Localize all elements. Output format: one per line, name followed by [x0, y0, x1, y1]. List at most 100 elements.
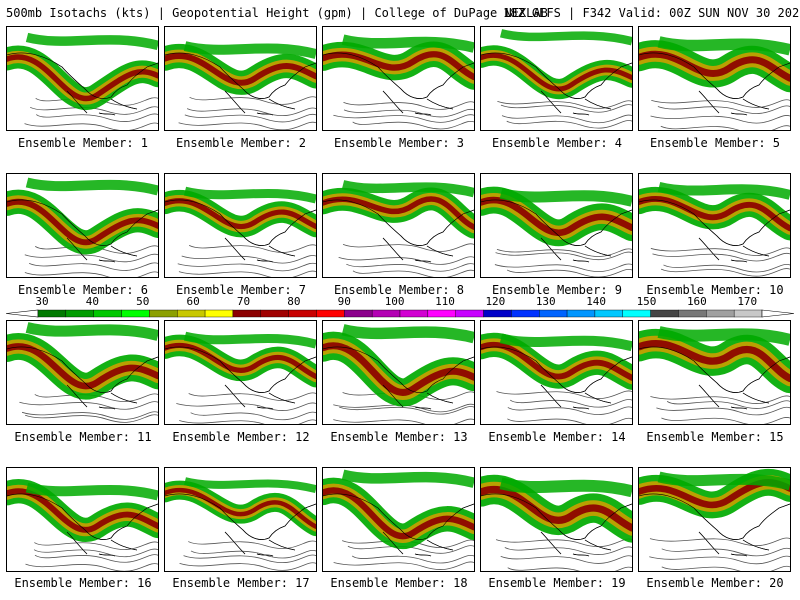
ensemble-map-panel [164, 467, 317, 572]
jet-core [165, 53, 316, 86]
coastline [639, 346, 790, 410]
colorbar-swatch [177, 309, 206, 318]
jet-branch [657, 36, 790, 56]
height-contour [25, 414, 158, 423]
ensemble-map-panel [164, 173, 317, 278]
colorbar-high-arrow [761, 309, 794, 318]
colorbar-tick-label: 80 [287, 295, 301, 308]
height-contour [352, 269, 474, 277]
isotach-map [481, 29, 632, 129]
height-contour [21, 411, 158, 420]
height-contour [179, 562, 316, 571]
jet-branch [183, 331, 316, 349]
colorbar-tick-label: 50 [136, 295, 150, 308]
colorbar-tick-label: 140 [586, 295, 607, 308]
ensemble-map-panel [480, 467, 633, 572]
isotach-map [639, 36, 790, 130]
jet-branch [341, 180, 474, 198]
ensemble-map-panel [164, 26, 317, 131]
jet-branch [499, 477, 632, 498]
height-contour [650, 247, 790, 256]
coastline [481, 199, 632, 263]
coastline [7, 493, 158, 557]
height-contour [178, 121, 316, 130]
height-contour [346, 263, 474, 272]
ensemble-map-panel [6, 26, 159, 131]
height-contour [188, 244, 316, 253]
height-contour [33, 548, 158, 558]
isotach-map [7, 479, 158, 571]
height-contour [500, 104, 632, 113]
jet-core [481, 53, 632, 92]
height-contour [36, 113, 158, 122]
jet-core [639, 339, 790, 383]
isotach-colorbar: 30 40 50 60 70 80 90 100 110 120 130 140 150 160 170 [6, 296, 794, 320]
jet-branch [25, 322, 158, 341]
coastline [323, 52, 474, 116]
colorbar-tick-label: 170 [737, 295, 758, 308]
coastline [323, 493, 474, 557]
isotach-map [323, 34, 474, 130]
colorbar-swatch [566, 309, 596, 318]
height-contour [500, 555, 632, 564]
isotach-map [165, 41, 316, 130]
height-contour [351, 555, 474, 564]
ensemble-member-label: Ensemble Member: 13 [330, 430, 468, 444]
coastline [7, 52, 158, 116]
jet-core [639, 196, 790, 232]
jet-core [639, 50, 790, 82]
ensemble-member-label: Ensemble Member: 4 [491, 136, 623, 150]
height-contour [34, 245, 158, 254]
isotach-map [481, 474, 632, 571]
colorbar-swatch [733, 309, 763, 318]
jet-core [323, 51, 474, 81]
coastline [323, 199, 474, 263]
height-contour [24, 253, 158, 263]
height-contour [29, 106, 158, 115]
colorbar-tick-label: 150 [636, 295, 657, 308]
ensemble-member-label: Ensemble Member: 10 [646, 283, 784, 297]
ensemble-map-panel [638, 173, 791, 278]
height-contour [188, 540, 316, 549]
height-contour [190, 411, 316, 421]
isotach-map [323, 180, 474, 277]
height-contour [661, 417, 790, 424]
colorbar-swatch [706, 309, 735, 318]
jet-branch [341, 469, 474, 488]
colorbar-swatch [678, 309, 707, 318]
height-contour [35, 97, 158, 106]
isotach-map [7, 32, 158, 130]
jet-core [481, 486, 632, 532]
height-contour [663, 263, 790, 273]
height-contour [183, 554, 316, 564]
ensemble-map-panel [480, 320, 633, 425]
height-contour [504, 546, 632, 555]
height-contour [649, 537, 790, 547]
jet-branch [657, 471, 790, 491]
isotach-map [639, 326, 790, 424]
height-contour [342, 243, 474, 252]
jet-branch [657, 182, 790, 200]
colorbar-swatch [539, 309, 568, 318]
height-contour [501, 114, 632, 124]
ensemble-member-label: Ensemble Member: 15 [646, 430, 784, 444]
colorbar-swatch [121, 309, 150, 318]
ensemble-member-label: Ensemble Member: 19 [488, 576, 626, 590]
coastline [323, 346, 474, 410]
ensemble-map-panel [322, 173, 475, 278]
isotach-map [7, 177, 158, 277]
height-contour [339, 406, 474, 415]
jet-branch [341, 324, 474, 344]
colorbar-swatch [232, 309, 261, 318]
jet-core [323, 196, 474, 230]
height-contour [661, 565, 790, 571]
isotach-map [7, 322, 158, 423]
isotach-map [323, 469, 474, 570]
isotach-map [165, 477, 316, 571]
height-contour [333, 114, 474, 123]
ensemble-map-panel [638, 26, 791, 131]
jet-core [7, 54, 158, 102]
height-contour [338, 256, 474, 265]
height-contour [509, 399, 632, 408]
height-contour [34, 541, 158, 550]
